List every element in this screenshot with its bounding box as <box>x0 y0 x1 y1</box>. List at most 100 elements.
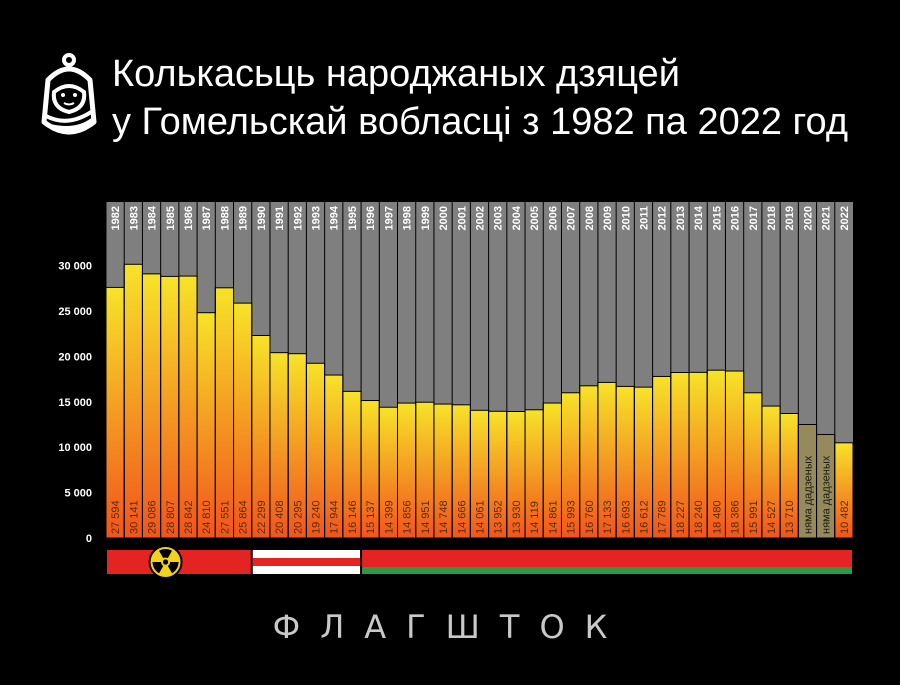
value-label: 28 807 <box>165 500 177 534</box>
chart-title: Колькасьць народжаных дзяцей у Гомельска… <box>112 50 848 146</box>
value-label: 18 227 <box>675 500 687 534</box>
value-labels: 27 594 30 141 29 086 28 807 28 842 24 810 27 5… <box>110 455 851 534</box>
year-label: 2005 <box>529 206 541 230</box>
value-label: 15 137 <box>365 500 377 534</box>
title-line-2: у Гомельскай вобласці з 1982 па 2022 год <box>112 101 849 143</box>
value-label: 28 842 <box>183 500 195 534</box>
year-label: 1993 <box>311 206 323 230</box>
year-label: 1983 <box>128 206 140 230</box>
value-label: 20 408 <box>274 500 286 534</box>
year-label: 2019 <box>784 206 796 230</box>
year-label: 1986 <box>183 206 195 230</box>
value-label: 14 951 <box>420 500 432 534</box>
baby-icon <box>36 50 102 147</box>
value-label: 19 240 <box>311 500 323 534</box>
year-label: 1988 <box>219 206 231 230</box>
year-label: 2022 <box>839 206 851 230</box>
year-label: 1999 <box>420 206 432 230</box>
radiation-icon-blade <box>152 562 164 574</box>
value-label: 16 760 <box>584 500 596 534</box>
value-label: 25 864 <box>238 500 250 534</box>
year-label: 1995 <box>347 206 359 230</box>
value-label: 29 086 <box>147 500 159 534</box>
year-label: 2008 <box>584 206 596 230</box>
year-label: 2017 <box>748 206 760 230</box>
year-label: 2021 <box>821 206 833 230</box>
radiation-icon-blade <box>167 562 179 574</box>
value-label: 15 993 <box>566 500 578 534</box>
value-label: 13 710 <box>784 500 796 534</box>
y-tick-label: 15 000 <box>58 397 92 409</box>
year-label: 1992 <box>292 206 304 230</box>
flag-band-red-green <box>362 550 852 574</box>
bar <box>160 275 180 539</box>
value-label: 16 693 <box>620 500 632 534</box>
radiation-icon-blade <box>159 549 173 559</box>
year-label: 2010 <box>620 206 632 230</box>
year-label: 2009 <box>602 206 614 230</box>
year-label: 2016 <box>730 206 742 230</box>
year-label: 1984 <box>147 205 159 230</box>
value-label: 18 386 <box>730 500 742 534</box>
y-axis: 0 5 000 10 000 15 000 20 000 25 000 30 000 <box>58 261 92 545</box>
year-label: 1987 <box>201 206 213 230</box>
year-label: 2011 <box>638 206 650 230</box>
year-label: 1997 <box>383 206 395 230</box>
year-label: 2014 <box>693 205 705 230</box>
value-label: 14 666 <box>456 500 468 534</box>
year-label: 2007 <box>566 206 578 230</box>
year-label: 2006 <box>547 206 559 230</box>
y-tick-label: 25 000 <box>58 306 92 318</box>
year-label: 2015 <box>711 206 723 230</box>
value-label: 14 527 <box>766 500 778 534</box>
flag-band-red-stripe <box>252 558 361 566</box>
year-label: 1990 <box>256 206 268 230</box>
year-label: 2001 <box>456 206 468 230</box>
value-label: 22 299 <box>256 500 268 534</box>
year-label: 2012 <box>657 206 669 230</box>
year-label: 1998 <box>402 206 414 230</box>
year-label: 2002 <box>475 206 487 230</box>
value-label: 27 551 <box>219 500 231 534</box>
value-label: 16 146 <box>347 500 359 534</box>
value-label: 14 399 <box>383 500 395 534</box>
value-label: 20 295 <box>292 500 304 534</box>
value-label: 13 930 <box>511 500 523 534</box>
title-line-1: Колькасьць народжаных дзяцей <box>112 53 680 95</box>
year-label: 1985 <box>165 206 177 230</box>
bar <box>141 273 162 539</box>
value-label: 15 991 <box>748 500 760 534</box>
value-label: 18 240 <box>693 500 705 534</box>
value-label: 17 789 <box>657 500 669 534</box>
year-label: 1989 <box>238 206 250 230</box>
value-label: 14 061 <box>475 500 487 534</box>
flag-bands <box>107 545 852 579</box>
year-label: 2003 <box>493 206 505 230</box>
value-label: 14 119 <box>529 501 541 534</box>
value-label: 24 810 <box>201 500 213 534</box>
value-label: 30 141 <box>128 500 140 534</box>
y-tick-label: 10 000 <box>58 442 92 454</box>
value-label: 17 944 <box>329 500 341 534</box>
radiation-icon-center <box>162 559 169 565</box>
year-label: 2004 <box>511 205 523 230</box>
value-label: 18 480 <box>711 500 723 534</box>
year-label: 2020 <box>802 206 814 230</box>
y-tick-label: 5 000 <box>64 488 92 500</box>
year-label: 2013 <box>675 206 687 230</box>
value-label: 14 856 <box>402 500 414 534</box>
bars <box>105 202 854 539</box>
value-label: няма дадзеных <box>802 455 814 534</box>
y-tick-label: 30 000 <box>58 261 92 273</box>
value-label: 10 482 <box>839 500 851 534</box>
year-label: 2018 <box>766 206 778 230</box>
bar <box>123 263 143 539</box>
value-label: 17 133 <box>602 500 614 534</box>
year-label: 1982 <box>110 206 122 230</box>
y-tick-label: 0 <box>86 533 92 545</box>
value-label: 16 612 <box>638 500 650 534</box>
value-label: 13 952 <box>493 500 505 534</box>
value-label: 27 594 <box>110 500 122 534</box>
year-label: 1994 <box>329 205 341 230</box>
